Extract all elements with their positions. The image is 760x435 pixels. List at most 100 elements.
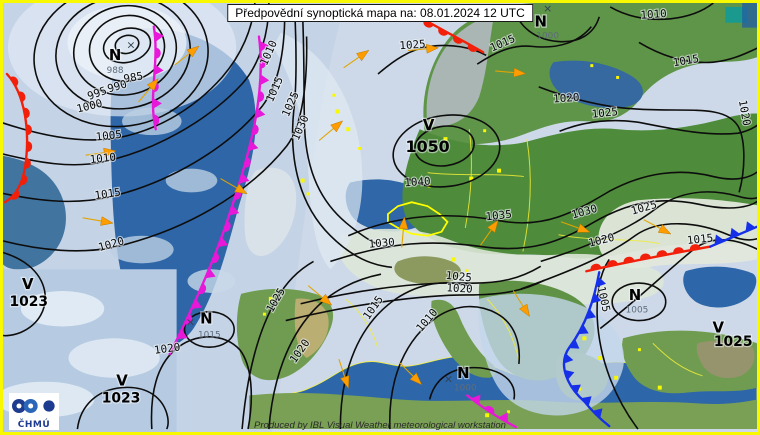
front-semicircle-symbol [153,114,160,126]
wind-arrow-tail [512,290,524,307]
low-center-letter: N [457,365,469,382]
isobar-label: 1015 [686,231,714,247]
front-semicircle-symbol [10,76,19,87]
wind-arrow-icon [356,49,370,62]
front-triangle-symbol [255,107,266,119]
front-triangle-symbol [592,408,603,419]
wind-arrow-tail [479,229,492,246]
front-semicircle-symbol [18,91,26,103]
front-triangle-symbol [217,236,229,248]
isobar-label: 1025 [445,269,473,285]
wind-arrow-icon [100,216,114,226]
isobar-label: 1020 [446,281,473,295]
high-center-letter: V [713,319,725,336]
front-triangle-symbol [177,329,188,340]
front-triangle-symbol [154,64,164,76]
front-semicircle-symbol [211,252,220,264]
front-semicircle-symbol [23,107,30,119]
pressure-center-layer: N988×N1015×V1023V1023V1050N1000×N1000×N1… [8,3,753,408]
isobar-label: 1020 [736,99,753,127]
front-semicircle-symbol [438,27,449,36]
front-triangle-symbol [239,173,250,184]
isobar-label: 1010 [89,150,117,166]
front-triangle-symbol [248,140,259,152]
front-semicircle-symbol [24,157,31,169]
front-triangle-symbol [585,308,597,320]
wind-arrow-icon [398,216,409,230]
wind-arrow-tail [85,152,105,156]
front-semicircle-symbol [26,124,32,136]
isobar-label: 1025 [399,38,426,53]
front-triangle-symbol [729,227,741,239]
front-triangle-symbol [205,268,216,279]
front-semicircle-symbol [640,253,651,260]
wind-arrow-icon [518,303,530,318]
front-semicircle-symbol [244,156,251,168]
front-triangle-symbol [596,276,607,288]
wind-arrow-tail [399,362,414,377]
wind-arrow-icon [234,183,248,195]
center-cross-mark: × [186,316,195,329]
wind-arrow-icon [657,224,672,235]
pressure-center-value: 1023 [102,390,141,406]
isobar-label: 1025 [591,105,619,121]
isobar-label: 985 [123,69,145,85]
front-semicircle-symbol [223,221,231,232]
wind-arrow-layer [82,44,672,389]
front-triangle-symbol [154,31,164,42]
front-triangle-symbol [591,292,602,304]
isobar-label: 1020 [153,340,181,356]
wind-arrow-tail [307,285,323,299]
wind-arrow-tail [495,70,515,74]
wind-arrow-icon [425,44,440,54]
front-triangle-symbol [498,412,508,423]
front-triangle-symbol [745,221,756,232]
chmu-logo-icon [12,399,55,413]
pressure-center-value: 1000 [454,384,477,394]
pressure-center-value: 1050 [406,137,450,156]
front-triangle-symbol [581,396,592,407]
wind-arrow-icon [340,375,350,389]
wind-arrow-tail [643,219,661,229]
front-triangle-symbol [578,324,589,335]
wind-arrow-tail [318,128,334,141]
wind-arrow-tail [174,52,190,66]
front-semicircle-symbol [260,57,266,69]
map-title-text: Předpovědní synoptická mapa na: 08.01.20… [235,6,525,20]
front-triangle-symbol [564,369,575,381]
wind-arrow-icon [186,45,200,58]
front-semicircle-symbol [590,263,602,271]
wind-arrow-tail [560,221,579,229]
front-semicircle-symbol [252,124,259,136]
front-layer [3,7,757,429]
wind-arrow-tail [338,359,346,378]
front-semicircle-symbol [467,43,478,52]
front-semicircle-symbol [184,314,193,325]
low-center-letter: N [200,311,212,328]
wind-arrow-tail [407,48,427,51]
wind-arrow-icon [103,147,117,158]
wind-arrow-tail [220,178,238,189]
pressure-center-value: 1005 [626,306,649,316]
front-triangle-symbol [563,353,574,364]
center-cross-mark: × [444,373,453,386]
wind-arrow-icon [319,293,333,306]
occluded-front [168,35,262,356]
border-layer [344,129,703,377]
front-triangle-symbol [570,384,581,395]
high-center-letter: V [423,117,435,134]
pressure-center-value: 1000 [536,32,559,42]
czech-republic-outline [387,201,449,237]
wind-arrow-icon [487,219,499,233]
isobar-label: 1010 [640,7,667,22]
wind-arrow-icon [409,372,423,386]
front-triangle-symbol [568,339,580,349]
front-triangle-symbol [152,98,162,109]
pressure-center-value: 988 [107,66,124,76]
front-semicircle-symbol [258,91,265,102]
sigwx-layer [262,64,662,418]
wind-arrow-icon [146,78,159,91]
wind-arrow-icon [576,223,591,233]
wind-arrow-tail [401,228,404,248]
low-center-letter: N [629,287,641,304]
